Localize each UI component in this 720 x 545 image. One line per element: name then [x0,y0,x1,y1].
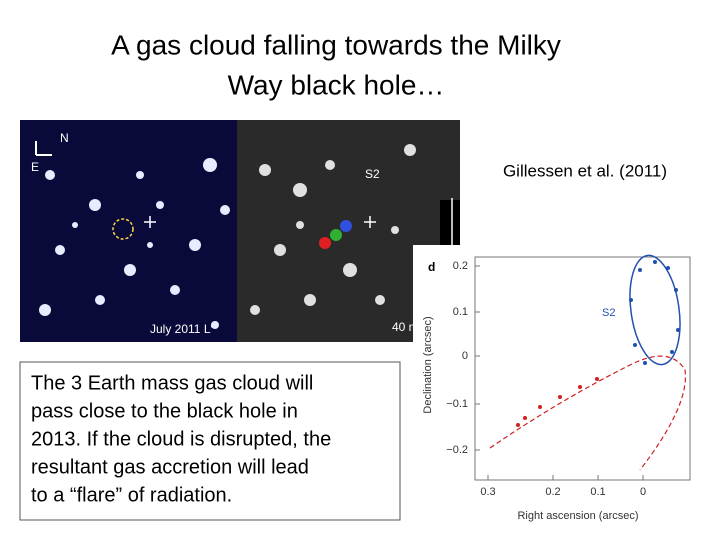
cloud-green [330,229,342,241]
caption-box: The 3 Earth mass gas cloud will pass clos… [19,361,401,521]
cloud-blue [340,220,352,232]
cloud-red [319,237,331,249]
cloud-points [516,377,599,427]
cloud-orbit [489,355,687,471]
caption-line: The 3 Earth mass gas cloud will [31,372,313,394]
plot-frame [474,256,691,481]
title-line: A gas cloud falling towards the Milky [111,29,561,60]
cloud-marker [112,218,134,240]
cross [144,216,156,228]
y-tick-label: −0.2 [446,444,468,456]
s2-points [629,260,680,365]
citation: Gillessen et al. (2011) [503,161,667,180]
s2-orbit [629,254,681,366]
x-tick-label: 0.3 [480,486,495,498]
y-tick-label: 0 [462,350,468,362]
x-axis-label: Right ascension (arcsec) [517,510,638,522]
scale-label: 40 m [392,320,419,334]
x-tick-label: 0.2 [545,486,560,498]
title-line: Way black hole… [228,69,445,100]
image-label: July 2011 L′ [150,322,213,336]
caption-line: resultant gas accretion will lead [31,456,309,478]
stars [39,158,230,329]
caption-line: to a “flare” of radiation. [31,484,232,506]
star-label: S2 [365,167,380,181]
y-axis-label: Declination (arcsec) [422,316,434,413]
stars [250,144,416,315]
compass-label: E [31,160,39,174]
caption-frame [19,361,401,521]
panel-label: d [428,260,435,274]
caption-line: 2013. If the cloud is disrupted, the [31,428,331,450]
left-image: N E July 2011 L′ [20,120,237,342]
y-tick-label: −0.1 [446,398,468,410]
y-tick-label: 0.2 [453,260,468,272]
orbit-plot: d 0.2 0.1 0 −0.1 −0.2 0.3 0.2 0.1 0 Declination … [413,245,703,530]
y-tick-label: 0.1 [453,306,468,318]
cross [364,216,376,228]
x-tick-label: 0.1 [590,486,605,498]
star-label: S2 [602,307,615,319]
compass [35,141,52,156]
x-tick-label: 0 [640,486,646,498]
plot-background [413,245,703,530]
image-background [20,120,237,342]
caption-line: pass close to the black hole in [31,400,298,422]
compass-label: N [60,131,69,145]
